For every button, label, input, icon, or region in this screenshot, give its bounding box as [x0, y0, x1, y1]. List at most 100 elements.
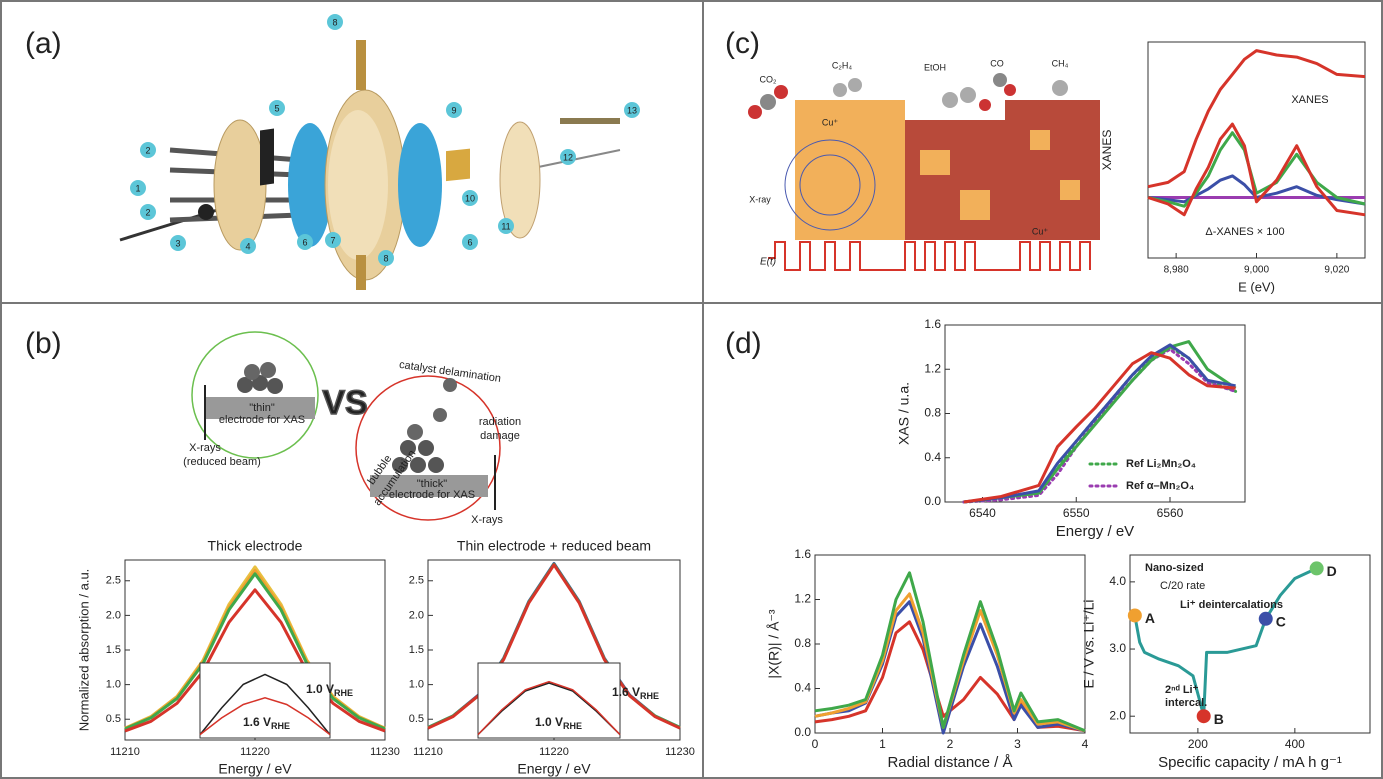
molecule-label: CH₄ [1052, 58, 1069, 68]
x-tick-label: 6560 [1157, 506, 1184, 520]
x-axis-label: Energy / eV [1056, 523, 1134, 540]
x-tick-label: 2 [947, 737, 954, 751]
y-tick-label: 0.5 [409, 713, 424, 725]
inset-label-main: 1.6 V [243, 715, 271, 729]
x-axis-label: E (eV) [1238, 279, 1275, 294]
x-tick-label: 8,980 [1164, 265, 1189, 276]
cu-label: Cu⁺ [822, 117, 839, 127]
state-point [1310, 561, 1324, 575]
callout-number: 10 [465, 193, 475, 203]
y-tick-label: 1.0 [106, 679, 121, 691]
callout-number: 6 [302, 237, 307, 247]
y-tick-label: 2.0 [106, 609, 121, 621]
cu-label: Cu⁺ [1032, 226, 1049, 236]
x-tick-label: 11230 [665, 746, 695, 758]
x-tick-label: 6540 [969, 506, 996, 520]
molecule-label: CO₂ [760, 74, 778, 84]
y-axis-label: XANES [1100, 130, 1114, 171]
callout-number: 1 [135, 183, 140, 193]
annotation: XANES [1291, 94, 1328, 106]
y-tick-label: 1.5 [106, 644, 121, 656]
inset-label-sub: RHE [640, 691, 659, 701]
y-tick-label: 0.0 [924, 494, 941, 508]
x-tick-label: 11220 [240, 746, 270, 758]
annotation: C/20 rate [1160, 580, 1205, 592]
y-tick-label: 0.4 [924, 450, 941, 464]
callout-number: 7 [330, 235, 335, 245]
annotation: intercal. [1165, 697, 1207, 709]
state-point [1259, 612, 1273, 626]
x-tick-label: 400 [1285, 737, 1305, 751]
inset-label-main: 1.6 V [612, 685, 640, 699]
annotation: Δ-XANES × 100 [1205, 226, 1284, 238]
x-axis-label: Energy / eV [218, 761, 292, 777]
y-axis-label: |X(R)| / Å⁻³ [766, 609, 782, 678]
y-tick-label: 1.6 [924, 317, 941, 331]
radiation-label: damage [480, 430, 520, 442]
thin-electrode-label: "thin" [249, 402, 275, 414]
callout-number: 4 [245, 241, 250, 251]
y-tick-label: 3.0 [1109, 641, 1126, 655]
callout-number: 5 [274, 103, 279, 113]
molecule-label: CO [990, 58, 1004, 68]
x-tick-label: 3 [1014, 737, 1021, 751]
state-point [1128, 608, 1142, 622]
x-tick-label: 9,020 [1324, 265, 1349, 276]
y-tick-label: 1.0 [409, 679, 424, 691]
xray-label: X-rays [471, 514, 503, 526]
state-point [1197, 709, 1211, 723]
xray-label: X-rays [189, 442, 221, 454]
thin-electrode-label: electrode for XAS [219, 414, 305, 426]
callout-number: 12 [563, 152, 573, 162]
chart-title: Thin electrode + reduced beam [457, 538, 651, 554]
figure: (a) (b) (c) (d) "thin" electrode for XAS… [0, 0, 1383, 779]
y-tick-label: 2.5 [409, 575, 424, 587]
annotation: Nano-sized [1145, 562, 1204, 574]
annotation: Li⁺ deintercalations [1180, 599, 1283, 611]
x-tick-label: 9,000 [1244, 265, 1269, 276]
state-label: D [1327, 563, 1337, 579]
radiation-label: radiation [479, 416, 521, 428]
x-axis-label: Specific capacity / mA h g⁻¹ [1158, 754, 1342, 771]
y-tick-label: 1.2 [794, 592, 811, 606]
x-tick-label: 11210 [413, 746, 443, 758]
legend-label: Ref Li₂Mn₂O₄ [1126, 458, 1196, 470]
x-tick-label: 0 [812, 737, 819, 751]
y-tick-label: 4.0 [1109, 574, 1126, 588]
inset-label-main: 1.0 V [306, 682, 334, 696]
panel-label: (b) [25, 327, 62, 360]
state-label: A [1145, 610, 1155, 626]
y-tick-label: 1.2 [924, 361, 941, 375]
y-tick-label: 1.5 [409, 644, 424, 656]
chart-title: Thick electrode [208, 538, 303, 554]
x-tick-label: 4 [1082, 737, 1089, 751]
callout-number: 2 [145, 145, 150, 155]
state-label: C [1276, 614, 1286, 630]
molecule-label: EtOH [924, 62, 946, 72]
x-axis-label: Radial distance / Å [887, 754, 1012, 771]
callout-number: 8 [332, 17, 337, 27]
callout-number: 6 [467, 237, 472, 247]
y-tick-label: 0.8 [794, 636, 811, 650]
potential-label: E(t) [760, 257, 776, 268]
callout-number: 2 [145, 207, 150, 217]
y-axis-label: E / V vs. Li⁺/Li [1081, 599, 1097, 688]
callout-number: 3 [175, 238, 180, 248]
inset-label-sub: RHE [271, 721, 290, 731]
y-tick-label: 0.5 [106, 713, 121, 725]
x-axis-label: Energy / eV [517, 761, 591, 777]
x-tick-label: 200 [1188, 737, 1208, 751]
panel-label: (d) [725, 327, 762, 360]
inset-label-sub: RHE [563, 721, 582, 731]
vs-label: VS [322, 384, 367, 422]
y-axis-label: Normalized absorption / a.u. [76, 569, 91, 732]
y-tick-label: 0.8 [924, 406, 941, 420]
y-tick-label: 2.0 [409, 609, 424, 621]
state-label: B [1214, 711, 1224, 727]
panel-label: (a) [25, 27, 62, 60]
x-tick-label: 11230 [370, 746, 400, 758]
x-tick-label: 11220 [539, 746, 569, 758]
x-tick-label: 6550 [1063, 506, 1090, 520]
legend-label: Ref α–Mn₂O₄ [1126, 480, 1194, 492]
thick-electrode-label: electrode for XAS [389, 489, 475, 501]
